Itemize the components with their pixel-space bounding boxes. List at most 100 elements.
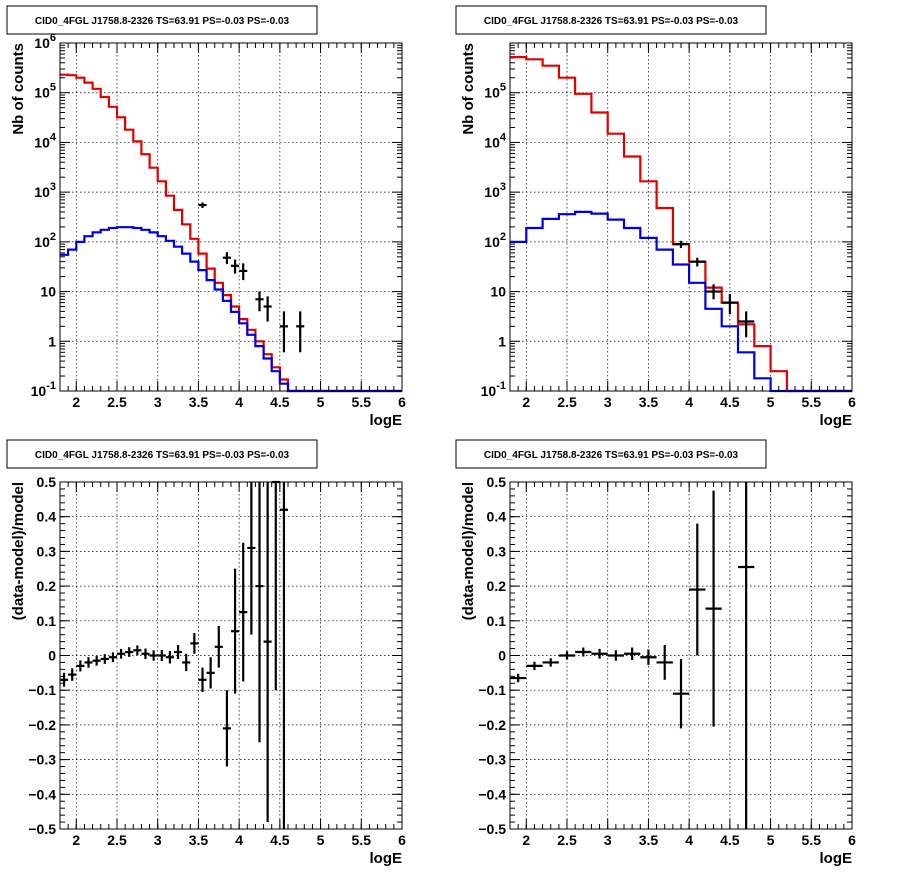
y-tick-label: 104 xyxy=(484,131,507,150)
y-tick-label: 0.3 xyxy=(487,543,507,559)
x-tick-label: 2.5 xyxy=(557,832,577,848)
data-point xyxy=(689,523,706,656)
x-tick-label: 4 xyxy=(685,394,693,410)
data-point xyxy=(174,645,183,659)
x-tick-label: 3 xyxy=(604,832,612,848)
y-tick-label: 105 xyxy=(484,82,506,101)
chart-title: CID0_4FGL J1758.8-2326 TS=63.91 PS=-0.03… xyxy=(35,450,290,461)
y-tick-label: −0.1 xyxy=(478,682,506,698)
chart-title: CID0_4FGL J1758.8-2326 TS=63.91 PS=-0.03… xyxy=(484,16,739,27)
x-tick-label: 3 xyxy=(154,832,162,848)
y-tick-label: 103 xyxy=(34,181,56,200)
y-tick-label: 104 xyxy=(34,131,57,150)
x-tick-label: 3.5 xyxy=(639,832,659,848)
x-tick-label: 4 xyxy=(235,394,243,410)
x-tick-label: 5.5 xyxy=(802,394,822,410)
y-tick-label: −0.5 xyxy=(28,821,56,837)
x-tick-label: 3 xyxy=(154,394,162,410)
data-point xyxy=(165,650,174,664)
x-tick-label: 4 xyxy=(235,832,243,848)
x-axis-label: logE xyxy=(820,412,853,429)
plot-frame xyxy=(509,481,853,830)
x-tick-label: 5.5 xyxy=(352,394,372,410)
x-tick-label: 2.5 xyxy=(107,394,127,410)
x-axis-label: logE xyxy=(820,850,853,867)
x-tick-label: 6 xyxy=(848,832,856,848)
data-point xyxy=(108,652,117,663)
y-tick-label: −0.5 xyxy=(478,821,506,837)
y-tick-label: 10 xyxy=(490,284,506,300)
x-tick-label: 5.5 xyxy=(802,832,822,848)
data-point xyxy=(263,296,272,322)
x-tick-label: 3.5 xyxy=(639,394,659,410)
data-point xyxy=(182,653,191,672)
y-tick-label: −0.3 xyxy=(28,752,56,768)
y-axis-label: Nb of counts xyxy=(10,43,27,135)
y-tick-label: 10-1 xyxy=(481,380,506,399)
data-point xyxy=(255,291,264,312)
title-box xyxy=(6,5,318,35)
y-tick-label: 10-1 xyxy=(31,380,56,399)
y-axis-label: Nb of counts xyxy=(460,43,477,135)
data-point xyxy=(247,482,256,635)
title-box xyxy=(455,439,767,469)
y-tick-label: 0.5 xyxy=(487,474,507,490)
x-tick-label: 6 xyxy=(398,832,406,848)
source-model-histogram xyxy=(510,210,852,393)
y-tick-label: 0 xyxy=(48,648,56,664)
data-point xyxy=(231,259,240,274)
data-point xyxy=(705,284,722,300)
data-point xyxy=(279,311,288,353)
data-point xyxy=(206,657,215,689)
data-point xyxy=(689,257,706,267)
y-tick-label: −0.4 xyxy=(28,786,56,802)
data-point xyxy=(591,648,608,659)
y-tick-label: 105 xyxy=(34,82,56,101)
data-point xyxy=(190,632,199,654)
data-point xyxy=(117,648,126,659)
data-point xyxy=(640,649,657,665)
x-tick-label: 4 xyxy=(685,832,693,848)
y-tick-label: −0.2 xyxy=(478,717,506,733)
x-tick-label: 2 xyxy=(72,832,80,848)
y-tick-label: 102 xyxy=(34,231,56,250)
data-point xyxy=(100,654,109,664)
chart-panel-3: CID0_4FGL J1758.8-2326 TS=63.91 PS=-0.03… xyxy=(6,439,406,867)
x-tick-label: 2 xyxy=(522,832,530,848)
data-point xyxy=(575,647,592,657)
data-point xyxy=(133,645,142,656)
data-point xyxy=(231,568,240,694)
data-point xyxy=(68,668,77,681)
data-point xyxy=(125,647,134,657)
data-point xyxy=(656,645,673,680)
x-tick-label: 3.5 xyxy=(189,832,209,848)
data-point xyxy=(296,311,305,353)
y-tick-label: 0.4 xyxy=(487,509,507,525)
chart-title: CID0_4FGL J1758.8-2326 TS=63.91 PS=-0.03… xyxy=(35,16,290,27)
y-tick-label: −0.1 xyxy=(28,682,56,698)
y-tick-label: 103 xyxy=(484,181,506,200)
data-point xyxy=(141,648,150,659)
x-tick-label: 4.5 xyxy=(720,394,740,410)
data-point xyxy=(510,673,527,683)
x-tick-label: 4.5 xyxy=(720,832,740,848)
data-point xyxy=(721,293,738,315)
chart-panel-2: CID0_4FGL J1758.8-2326 TS=63.91 PS=-0.03… xyxy=(455,5,856,429)
plot-frame xyxy=(509,42,853,392)
y-tick-label: 10 xyxy=(40,284,56,300)
x-tick-label: 3 xyxy=(604,394,612,410)
data-point xyxy=(607,650,624,661)
title-box xyxy=(6,439,318,469)
x-tick-label: 4.5 xyxy=(270,832,290,848)
data-point xyxy=(149,650,158,661)
data-point xyxy=(60,672,69,687)
chart-title: CID0_4FGL J1758.8-2326 TS=63.91 PS=-0.03… xyxy=(484,450,739,461)
y-tick-label: 1 xyxy=(48,333,56,349)
data-point xyxy=(76,660,85,672)
x-tick-label: 5 xyxy=(317,394,325,410)
y-tick-label: 0.1 xyxy=(487,613,507,629)
source-model-histogram xyxy=(60,226,402,393)
x-tick-label: 5 xyxy=(317,832,325,848)
x-tick-label: 2 xyxy=(522,394,530,410)
data-point xyxy=(255,482,264,743)
